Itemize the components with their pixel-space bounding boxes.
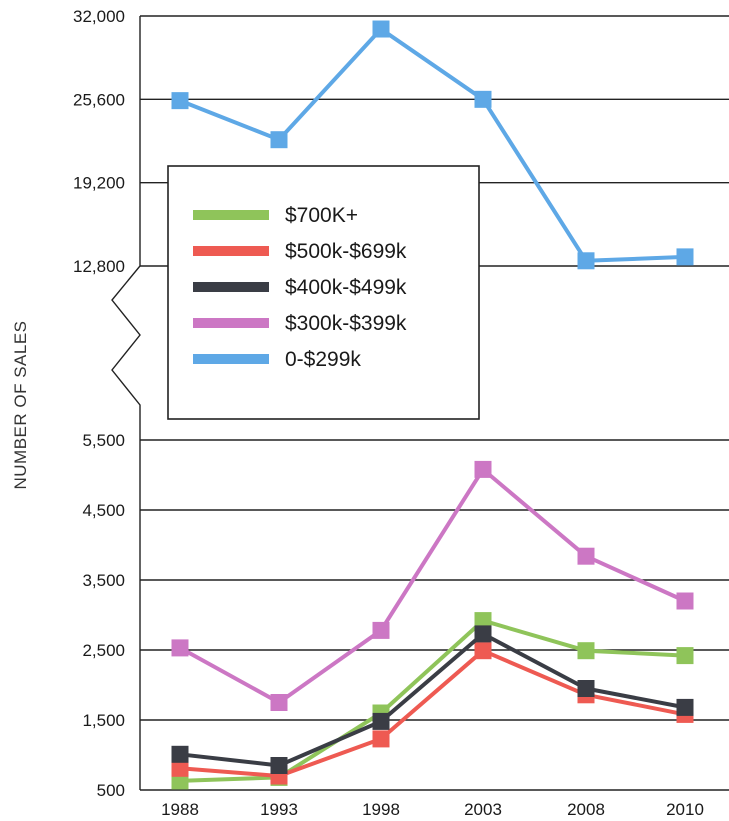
- y-tick-upper-3: 32,000: [73, 7, 125, 26]
- legend-swatch-2: [193, 282, 269, 292]
- marker-3-3: [474, 460, 492, 478]
- legend-label-4: 0-$299k: [285, 348, 361, 371]
- marker-2-1: [270, 757, 288, 774]
- legend-swatch-0: [193, 210, 269, 220]
- marker-2-0: [171, 745, 189, 763]
- legend-label-2: $400k-$499k: [285, 276, 407, 299]
- y-tick-lower-3: 3,500: [82, 571, 125, 590]
- y-tick-lower-2: 2,500: [82, 641, 125, 660]
- x-tick-2008: 2008: [567, 800, 605, 819]
- y-tick-upper-1: 19,200: [73, 174, 125, 193]
- marker-0-4: [577, 642, 595, 660]
- series-3: [171, 460, 694, 711]
- marker-3-1: [270, 694, 288, 711]
- y-axis-line: [111, 16, 141, 790]
- marker-2-4: [577, 680, 595, 697]
- y-tick-labels: 12,800 19,200 25,600 32,000 500 1,500 2,500 3,5…: [73, 7, 125, 800]
- marker-2-5: [676, 698, 694, 716]
- marker-3-2: [372, 621, 390, 639]
- marker-4-5: [676, 248, 694, 266]
- marker-1-2: [372, 730, 390, 748]
- x-tick-2003: 2003: [464, 800, 502, 819]
- marker-3-5: [676, 592, 694, 610]
- marker-0-5: [676, 647, 694, 665]
- y-tick-lower-5: 5,500: [82, 431, 125, 450]
- x-tick-1993: 1993: [260, 800, 298, 819]
- y-tick-upper-2: 25,600: [73, 90, 125, 109]
- legend-label-1: $500k-$699k: [285, 240, 407, 263]
- y-tick-upper-0: 12,800: [73, 257, 125, 276]
- legend-label-0: $700K+: [285, 204, 358, 227]
- legend-swatch-3: [193, 318, 269, 328]
- series-lines: [171, 20, 694, 790]
- marker-2-3: [474, 625, 492, 643]
- legend-label-3: $300k-$399k: [285, 312, 407, 335]
- legend: $700K+ $500k-$699k $400k-$499k $300k-$399k 0…: [167, 165, 480, 420]
- x-tick-2010: 2010: [666, 800, 704, 819]
- y-axis-label: NUMBER OF SALES: [11, 320, 30, 489]
- series-4: [171, 20, 694, 270]
- axis-break: [111, 16, 141, 790]
- marker-4-1: [270, 131, 288, 149]
- x-tick-1998: 1998: [362, 800, 400, 819]
- y-tick-lower-0: 500: [97, 781, 125, 800]
- series-line-1: [179, 648, 686, 778]
- x-tick-labels: 1988 1993 1998 2003 2008 2010: [161, 800, 704, 819]
- legend-box: [167, 165, 480, 420]
- y-tick-lower-1: 1,500: [82, 711, 125, 730]
- marker-3-0: [171, 639, 189, 657]
- marker-4-2: [372, 20, 390, 38]
- marker-3-4: [577, 547, 595, 565]
- series-line-2: [179, 631, 686, 768]
- marker-4-4: [577, 252, 595, 270]
- series-line-3: [179, 467, 686, 705]
- series-2: [171, 625, 694, 774]
- legend-swatch-1: [193, 246, 269, 256]
- marker-2-2: [372, 712, 390, 730]
- series-line-0: [179, 618, 686, 783]
- legend-swatch-4: [193, 354, 269, 364]
- series-line-4: [179, 27, 686, 263]
- x-tick-1988: 1988: [161, 800, 199, 819]
- marker-4-3: [474, 90, 492, 108]
- y-tick-lower-4: 4,500: [82, 501, 125, 520]
- marker-4-0: [171, 92, 189, 110]
- marker-1-3: [474, 642, 492, 660]
